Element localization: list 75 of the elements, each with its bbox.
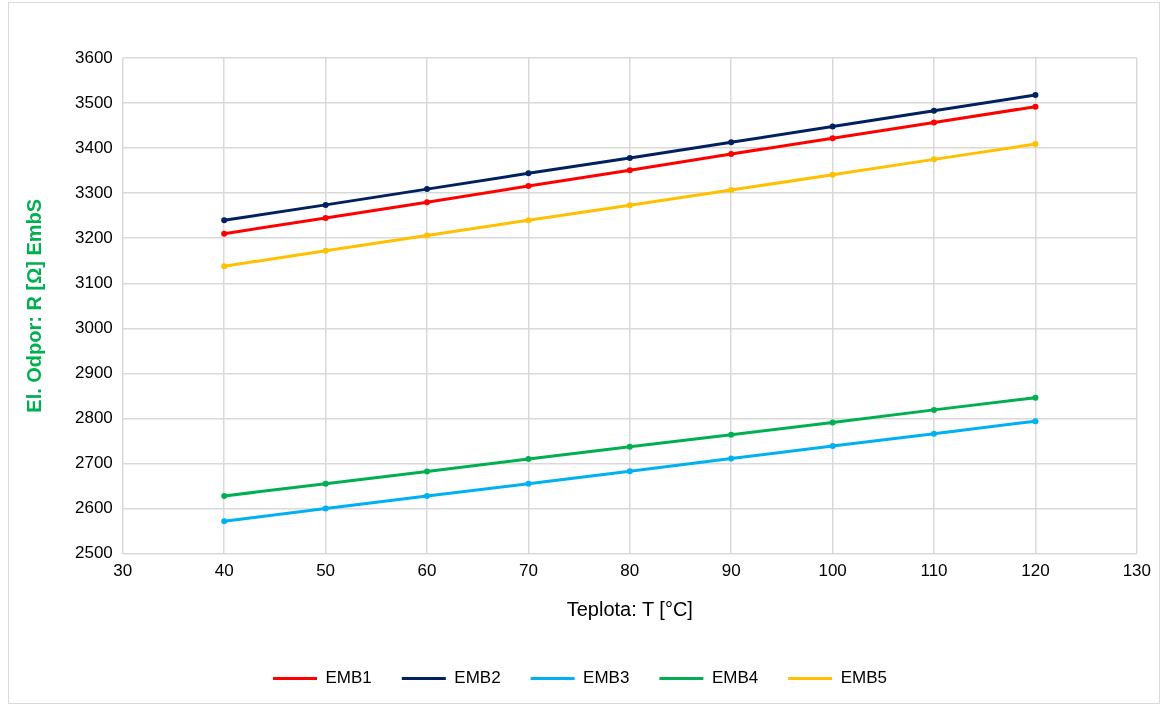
point bbox=[626, 202, 633, 209]
point bbox=[1032, 418, 1039, 425]
y-tick-label: 2500 bbox=[74, 543, 113, 563]
point bbox=[322, 247, 329, 254]
point bbox=[626, 468, 633, 475]
point bbox=[424, 199, 431, 206]
point bbox=[829, 419, 836, 426]
point bbox=[829, 442, 836, 449]
x-axis-title: Teplota: T [°C] bbox=[566, 597, 693, 620]
y-tick-label: 2800 bbox=[74, 408, 113, 428]
point bbox=[728, 455, 735, 462]
point bbox=[728, 139, 735, 146]
point bbox=[322, 480, 329, 487]
x-tick-label: 60 bbox=[417, 561, 437, 581]
point bbox=[525, 217, 532, 224]
point bbox=[322, 201, 329, 208]
point bbox=[829, 171, 836, 178]
point bbox=[221, 263, 228, 270]
point bbox=[525, 455, 532, 462]
point bbox=[931, 430, 938, 437]
y-tick-label: 3500 bbox=[74, 92, 113, 112]
y-tick-label: 3300 bbox=[74, 182, 113, 202]
point bbox=[221, 518, 228, 525]
point bbox=[424, 492, 431, 499]
point bbox=[626, 443, 633, 450]
y-tick-label: 3100 bbox=[74, 272, 113, 292]
legend-label: EMB5 bbox=[840, 668, 887, 688]
point bbox=[424, 468, 431, 475]
legend-label: EMB4 bbox=[711, 668, 759, 688]
y-tick-label: 3200 bbox=[74, 227, 113, 247]
point bbox=[525, 170, 532, 177]
point bbox=[626, 155, 633, 162]
point bbox=[728, 150, 735, 157]
point bbox=[424, 232, 431, 239]
point bbox=[1032, 91, 1039, 98]
point bbox=[626, 167, 633, 174]
x-tick-label: 100 bbox=[818, 561, 847, 581]
point bbox=[829, 123, 836, 130]
legend-label: EMB2 bbox=[454, 668, 501, 688]
legend-label: EMB1 bbox=[325, 668, 372, 688]
y-tick-label: 3000 bbox=[74, 318, 113, 338]
point bbox=[1032, 394, 1039, 401]
point bbox=[728, 187, 735, 194]
point bbox=[221, 217, 228, 224]
x-tick-label: 120 bbox=[1021, 561, 1050, 581]
x-tick-label: 90 bbox=[721, 561, 741, 581]
x-tick-label: 50 bbox=[316, 561, 336, 581]
x-tick-label: 130 bbox=[1122, 561, 1152, 581]
point bbox=[221, 230, 228, 237]
x-tick-label: 30 bbox=[113, 561, 133, 581]
point bbox=[931, 406, 938, 413]
x-tick-label: 110 bbox=[920, 561, 948, 581]
x-tick-label: 80 bbox=[620, 561, 640, 581]
point bbox=[931, 119, 938, 126]
point bbox=[931, 107, 938, 114]
point bbox=[322, 214, 329, 221]
point bbox=[322, 505, 329, 512]
y-tick-label: 3400 bbox=[74, 137, 113, 157]
y-tick-label: 2700 bbox=[74, 453, 113, 473]
point bbox=[1032, 141, 1039, 148]
point bbox=[931, 156, 938, 163]
point bbox=[525, 182, 532, 189]
point bbox=[221, 492, 228, 499]
point bbox=[525, 480, 532, 487]
legend-label: EMB3 bbox=[583, 668, 630, 688]
y-tick-label: 2900 bbox=[74, 363, 113, 383]
point bbox=[1032, 103, 1039, 110]
point bbox=[728, 431, 735, 438]
x-tick-label: 70 bbox=[518, 561, 538, 581]
point bbox=[424, 186, 431, 193]
y-tick-label: 3600 bbox=[74, 47, 113, 67]
point bbox=[829, 135, 836, 142]
y-axis-title: El. Odpor: R [Ω] EmbS bbox=[22, 198, 45, 413]
x-tick-label: 40 bbox=[214, 561, 234, 581]
y-tick-label: 2600 bbox=[74, 498, 113, 518]
